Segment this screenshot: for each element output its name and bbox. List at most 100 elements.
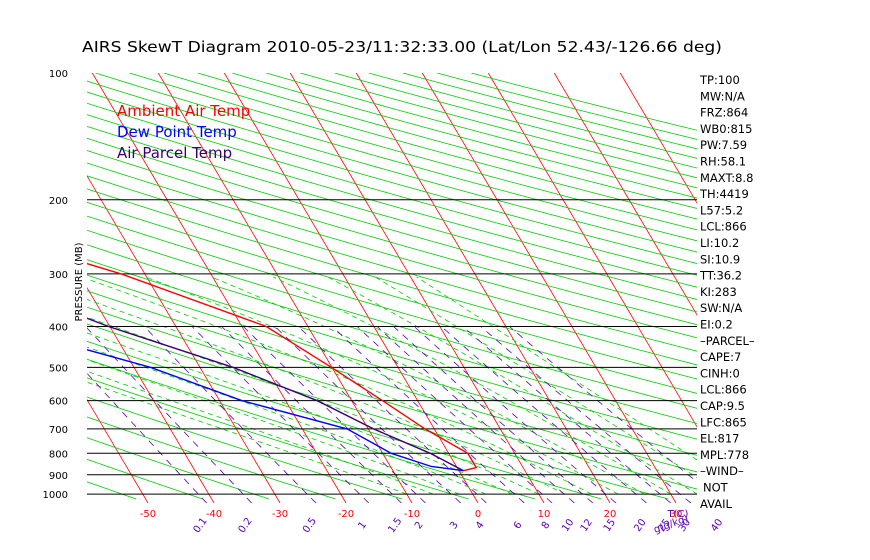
isotherm-line: [223, 73, 479, 503]
index-stat: FRZ:864: [700, 106, 748, 120]
dry-adiabat-line: [163, 73, 697, 220]
wind-status: AVAIL: [700, 497, 733, 511]
tick-labels: 1002003004005006007008009001000-120-110-…: [43, 69, 726, 536]
dry-adiabat-line: [87, 306, 697, 490]
dry-adiabat-line: [197, 73, 697, 209]
mixing-ratio-tick-label: 40: [709, 517, 725, 534]
mixing-ratio-tick-label: 8: [540, 520, 553, 532]
dry-adiabat-line: [87, 150, 697, 326]
dry-adiabat-line: [87, 259, 697, 440]
index-panel: TP:100 MW:N/A FRZ:864 WB0:815 PW:7.59 RH:58.1…: [699, 73, 755, 511]
isotherm-line: [157, 73, 413, 503]
index-stat: TH:4419: [699, 187, 749, 201]
ambient-air-temp-line: [87, 262, 478, 472]
pressure-tick-label: 1000: [43, 490, 68, 501]
bottom-temp-tick-label: 20: [604, 509, 617, 520]
dry-adiabat-line: [266, 73, 697, 189]
dry-adiabat-line: [87, 358, 536, 500]
mixing-ratio-line: [87, 372, 207, 503]
index-stat: PW:7.59: [700, 138, 747, 152]
dry-adiabat-line: [87, 137, 697, 313]
moist-adiabat-line: [87, 332, 513, 495]
pressure-tick-label: 100: [49, 69, 68, 80]
parcel-stat: CINH:0: [700, 366, 740, 380]
dry-adiabat-line: [129, 73, 697, 231]
isotherm-line: [553, 73, 697, 316]
isotherm-line: [289, 73, 545, 503]
index-stat: SI:10.9: [700, 252, 740, 266]
dry-adiabat-line: [334, 73, 697, 169]
isotherm-line: [87, 286, 215, 503]
pressure-tick-label: 300: [49, 270, 68, 281]
parcel-stat: MPL:778: [700, 448, 749, 462]
bottom-temp-tick-label: -30: [272, 509, 288, 520]
mixing-ratio-line: [441, 326, 647, 503]
isotherm-line: [487, 73, 697, 428]
bottom-temp-tick-label: -10: [404, 509, 420, 520]
bottom-temp-tick-label: -50: [140, 509, 156, 520]
moist-adiabat-line: [87, 278, 592, 495]
mixing-ratio-tick-label: 12: [579, 517, 595, 534]
dew-point-temp-line: [87, 349, 464, 472]
dry-adiabat-line: [87, 481, 137, 500]
index-stat: EI:0.2: [700, 318, 733, 332]
dry-adiabat-line: [87, 290, 697, 473]
mixing-ratio-tick-label: 3: [448, 520, 461, 532]
mixing-ratio-tick-label: 1.5: [386, 516, 404, 535]
pressure-tick-label: 900: [49, 471, 68, 482]
mixing-ratio-tick-label: 2: [413, 520, 426, 532]
pressure-tick-label: 400: [49, 323, 68, 334]
bottom-temp-tick-label: 30: [670, 509, 683, 520]
dry-adiabat-line: [87, 125, 697, 300]
moist-adiabat-line: [327, 276, 697, 495]
index-stat: MW:N/A: [700, 89, 745, 103]
mixing-ratio-line: [462, 326, 672, 503]
mixing-ratio-line: [413, 326, 617, 503]
mixing-ratio-line: [243, 326, 426, 503]
isotherm-line: [91, 73, 347, 503]
isotherm-line: [87, 398, 149, 503]
dry-adiabat-line: [87, 114, 697, 288]
bottom-temp-tick-label: -20: [338, 509, 354, 520]
dry-adiabat-line: [368, 73, 697, 159]
parcel-stat: EL:817: [700, 432, 740, 446]
wind-header: –WIND–: [700, 464, 744, 478]
dry-adiabat-line: [87, 91, 697, 264]
moist-adiabat-line: [87, 370, 434, 495]
isotherm-line: [619, 73, 697, 204]
bottom-temp-tick-label: -40: [206, 509, 222, 520]
dry-adiabat-line: [87, 416, 336, 500]
dry-adiabat-line: [471, 73, 697, 131]
moist-adiabat-line: [87, 298, 566, 495]
mixing-ratio-tick-label: 1: [356, 520, 369, 532]
dry-adiabat-line: [87, 377, 469, 500]
mixing-ratio-line: [274, 326, 461, 503]
air-parcel-temp-line: [87, 317, 464, 472]
bottom-temp-tick-label: 0: [475, 509, 481, 520]
dry-adiabat-line: [87, 80, 697, 253]
dry-adiabat-line: [87, 162, 697, 339]
dry-adiabat-line: [87, 274, 697, 456]
legend-entry: Air Parcel Temp: [117, 144, 232, 162]
dry-adiabat-line: [87, 215, 697, 394]
mixing-ratio-line: [332, 326, 525, 503]
pressure-tick-label: 500: [49, 363, 68, 374]
parcel-stat: LFC:865: [700, 415, 747, 429]
dry-adiabat-line: [402, 73, 697, 150]
parcel-header: –PARCEL–: [700, 334, 755, 348]
moist-adiabat-line: [273, 276, 671, 495]
legend: Ambient Air Temp Dew Point Temp Air Parcel…: [117, 102, 250, 162]
dry-adiabat-line: [87, 323, 669, 500]
isotherm-line: [87, 175, 281, 503]
dry-adiabat-line: [231, 73, 697, 199]
mixing-ratio-line: [356, 326, 553, 503]
mixing-ratio-line: [191, 326, 370, 503]
dry-adiabat-line: [87, 340, 602, 500]
dry-adiabat-line: [0, 73, 3, 499]
wind-status: NOT: [703, 481, 729, 495]
dry-adiabat-line: [87, 188, 697, 366]
legend-entry: Ambient Air Temp: [117, 102, 250, 120]
index-stat: LI:10.2: [700, 236, 739, 250]
parcel-stat: LCL:866: [700, 383, 747, 397]
index-stat: RH:58.1: [700, 155, 746, 169]
